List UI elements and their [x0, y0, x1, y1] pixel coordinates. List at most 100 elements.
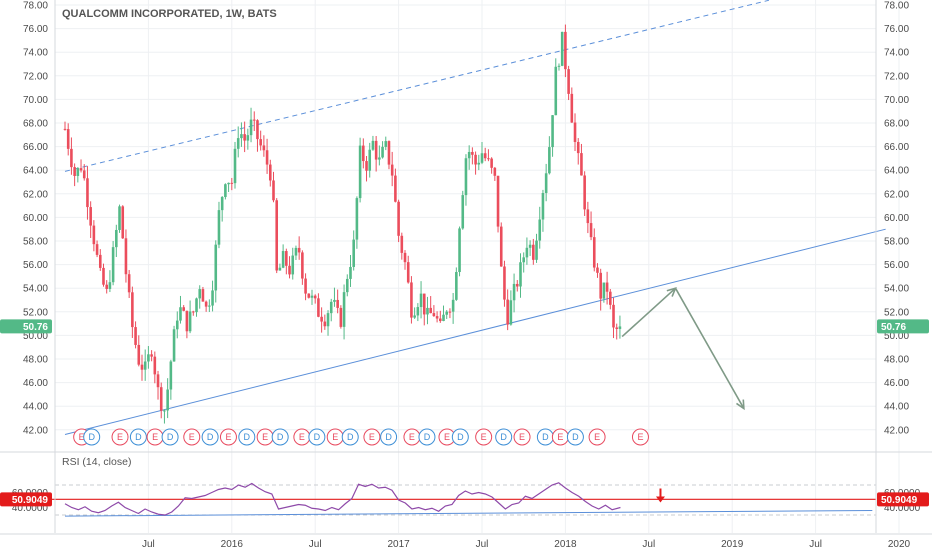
candle-body-173	[618, 326, 622, 329]
event-label-11: D	[277, 432, 284, 442]
candle-body-143	[522, 257, 525, 263]
candle-body-138	[506, 299, 509, 325]
candle-body-145	[528, 244, 532, 248]
candle-body-34	[172, 329, 176, 362]
candle-body-68	[281, 251, 285, 268]
candle-body-88	[345, 278, 349, 293]
candle-body-98	[378, 157, 381, 160]
y-tick-right-11: 64.00	[884, 166, 909, 177]
event-label-4: E	[152, 432, 158, 442]
candle-body-69	[285, 251, 288, 266]
candle-body-5	[79, 168, 83, 171]
candle-body-130	[480, 153, 484, 163]
event-label-16: E	[369, 432, 375, 442]
candle-body-71	[291, 255, 295, 275]
dividend-marker-5	[161, 428, 179, 446]
y-tick-right-6: 54.00	[884, 284, 909, 295]
dividend-marker-1	[83, 428, 101, 446]
y-tick-left-11: 64.00	[23, 166, 48, 177]
candle-body-15	[111, 247, 115, 283]
earnings-marker-16	[363, 428, 381, 446]
y-tick-right-8: 58.00	[884, 237, 909, 248]
last-price-badge-left-bg	[0, 319, 52, 334]
earnings-marker-8	[219, 428, 237, 446]
y-tick-right-17: 76.00	[884, 24, 909, 35]
candle-body-101	[387, 141, 391, 165]
candle-body-57	[246, 135, 250, 141]
candle-body-43	[201, 289, 205, 302]
candle-body-155	[560, 31, 564, 66]
candle-body-18	[121, 206, 125, 239]
candle-body-7	[86, 178, 89, 208]
rsi-level-badge-left: 50.9049	[12, 495, 49, 506]
y-tick-left-3: 48.00	[23, 355, 48, 366]
event-label-17: D	[385, 432, 392, 442]
candle-body-19	[124, 238, 128, 275]
y-tick-right-14: 70.00	[884, 95, 909, 106]
dividend-marker-3	[129, 428, 147, 446]
candle-body-136	[499, 226, 503, 267]
trendline-0[interactable]	[64, 0, 770, 172]
candle-body-151	[548, 147, 551, 174]
projection-arrowhead-1	[736, 399, 745, 411]
candle-body-41	[195, 298, 198, 313]
projection-segment-1[interactable]	[674, 287, 745, 409]
projection-arrows[interactable]	[621, 286, 745, 411]
dividend-marker-17	[380, 428, 398, 446]
candle-body-118	[442, 314, 445, 322]
event-label-1: D	[88, 432, 95, 442]
candle-body-22	[134, 327, 137, 345]
rsi-trendline[interactable]	[64, 510, 873, 517]
candle-body-147	[535, 240, 538, 260]
y-tick-left-17: 76.00	[23, 24, 48, 35]
candle-body-59	[252, 119, 256, 121]
candle-body-99	[381, 146, 384, 158]
candle-body-125	[464, 158, 468, 196]
y-tick-left-4: 50.00	[23, 331, 48, 342]
candle-body-58	[249, 119, 253, 136]
candle-body-95	[368, 149, 372, 171]
candle-body-107	[406, 262, 410, 283]
x-tick-8: Jul	[809, 539, 822, 550]
candle-body-3	[73, 167, 76, 176]
rsi-level-badge-right: 50.9049	[881, 495, 918, 506]
candle-body-168	[602, 282, 606, 299]
dividend-marker-21	[451, 428, 469, 446]
event-label-0: E	[79, 432, 85, 442]
candle-body-165	[592, 237, 596, 268]
event-label-9: D	[244, 432, 251, 442]
candle-body-36	[179, 307, 182, 321]
trendline-1[interactable]	[64, 228, 886, 436]
event-label-5: D	[167, 432, 174, 442]
candle-body-92	[358, 145, 362, 199]
dividend-marker-19	[418, 428, 436, 446]
candle-body-10	[95, 244, 99, 255]
y-tick-right-12: 66.00	[884, 142, 909, 153]
event-label-21: D	[457, 432, 464, 442]
y-tick-right-10: 62.00	[884, 189, 909, 200]
x-tick-0: Jul	[142, 539, 155, 550]
event-label-24: E	[519, 432, 525, 442]
candle-body-115	[432, 313, 436, 317]
x-tick-2: Jul	[309, 539, 322, 550]
candle-body-97	[374, 140, 378, 160]
candle-body-52	[230, 182, 234, 184]
candle-body-8	[89, 207, 92, 226]
y-tick-left-16: 74.00	[23, 48, 48, 59]
candle-body-105	[400, 235, 404, 253]
candle-body-64	[268, 164, 272, 181]
candle-body-87	[342, 292, 346, 327]
rsi-title: RSI (14, close)	[62, 456, 131, 468]
trendlines[interactable]	[64, 0, 886, 436]
candle-body-54	[236, 138, 240, 149]
event-label-19: D	[424, 432, 431, 442]
candle-body-56	[243, 134, 246, 141]
last-price-badge-left: 50.76	[23, 322, 48, 333]
rsi-level-badge-left-bg	[0, 492, 52, 507]
event-label-10: E	[262, 432, 268, 442]
candle-body-141	[515, 283, 519, 287]
projection-segment-0[interactable]	[621, 287, 677, 338]
